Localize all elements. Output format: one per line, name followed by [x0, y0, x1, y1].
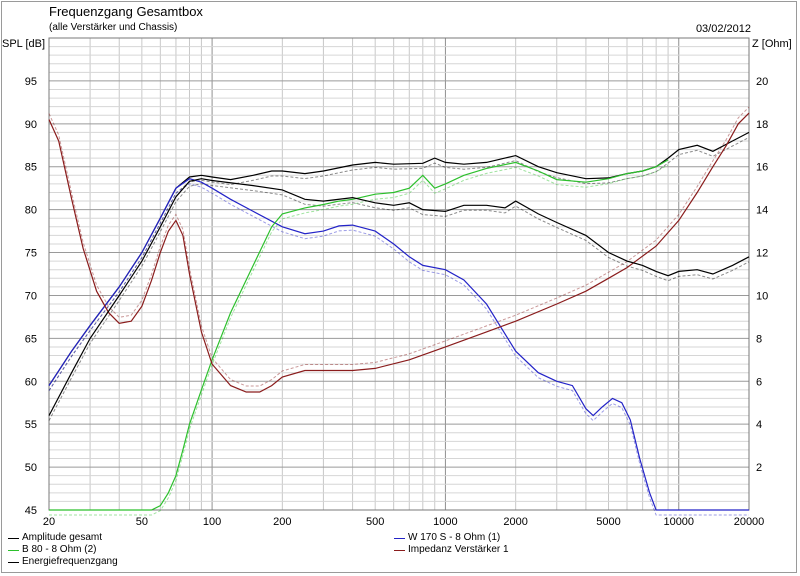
- x-tick-label: 20: [43, 516, 55, 528]
- legend-item-w170: W 170 S - 8 Ohm (1): [394, 532, 509, 544]
- y-tick-label: 70: [25, 290, 37, 302]
- chart-date: 03/02/2012: [695, 23, 751, 35]
- x-tick-label: 200: [273, 516, 291, 528]
- y-tick-label: 55: [25, 419, 37, 431]
- legend-label-amplitude: Amplitude gesamt: [22, 532, 103, 543]
- y-tick-label: 90: [25, 119, 37, 131]
- y-tick-label: 80: [25, 205, 37, 217]
- y-tick-label: 65: [25, 333, 37, 345]
- legend-right: W 170 S - 8 Ohm (1) Impedanz Verstärker …: [394, 532, 509, 556]
- legend-swatch-energie: [8, 562, 19, 563]
- legend-swatch-w170: [394, 538, 405, 539]
- plot-area: [49, 38, 749, 510]
- series-line-b80: [49, 159, 669, 511]
- x-tick-label: 50: [136, 516, 148, 528]
- y2-tick-label: 12: [756, 248, 768, 260]
- x-tick-label: 10000: [663, 516, 694, 528]
- x-tick-label: 5000: [596, 516, 620, 528]
- y2-tick-label: 18: [756, 119, 768, 131]
- legend-item-amplitude: Amplitude gesamt: [8, 532, 118, 544]
- y-axis-label-left: SPL [dB]: [2, 38, 46, 50]
- legend-item-energie: Energiefrequenzgang: [8, 556, 118, 568]
- series-line-impedanz: [48, 112, 750, 393]
- y2-tick-label: 10: [756, 290, 768, 302]
- legend-item-impedanz: Impedanz Verstärker 1: [394, 544, 509, 556]
- x-tick-label: 20000: [734, 516, 765, 528]
- y-tick-label: 85: [25, 162, 37, 174]
- y-tick-label: 45: [25, 505, 37, 517]
- series-line-b80-dashed: [49, 164, 669, 516]
- chart-title: Frequenzgang Gesamtbox: [49, 4, 203, 19]
- legend-item-b80: B 80 - 8 Ohm (2): [8, 544, 118, 556]
- x-tick-label: 100: [203, 516, 221, 528]
- legend-left: Amplitude gesamt B 80 - 8 Ohm (2) Energi…: [8, 532, 118, 568]
- plot-border: [48, 37, 750, 511]
- series-line-energiefrequenzgang-dashed: [48, 183, 750, 421]
- y2-tick-label: 14: [756, 205, 768, 217]
- y2-tick-label: 2: [756, 462, 762, 474]
- y2-tick-label: 4: [756, 419, 762, 431]
- legend-label-impedanz: Impedanz Verstärker 1: [408, 544, 509, 555]
- legend-swatch-amplitude: [8, 538, 19, 539]
- legend-swatch-impedanz: [394, 550, 405, 551]
- series-line-w170s-dashed: [48, 183, 749, 516]
- legend-label-w170: W 170 S - 8 Ohm (1): [408, 532, 501, 543]
- legend-label-energie: Energiefrequenzgang: [22, 556, 118, 567]
- legend-swatch-b80: [8, 550, 19, 551]
- y-tick-label: 75: [25, 248, 37, 260]
- series-line-w170s: [48, 178, 749, 511]
- chart-subtitle: (alle Verstärker und Chassis): [49, 22, 178, 33]
- y2-tick-label: 16: [756, 162, 768, 174]
- y-tick-label: 95: [25, 76, 37, 88]
- y-tick-label: 50: [25, 462, 37, 474]
- y2-tick-label: 6: [756, 376, 762, 388]
- series-line-impedanz-dashed: [48, 106, 750, 387]
- x-tick-label: 1000: [433, 516, 457, 528]
- y-axis-label-right: Z [Ohm]: [752, 38, 792, 50]
- series-line-energiefrequenzgang: [48, 178, 750, 416]
- x-tick-label: 500: [366, 516, 384, 528]
- x-tick-label: 2000: [503, 516, 527, 528]
- y2-tick-label: 20: [756, 76, 768, 88]
- y2-tick-label: 8: [756, 333, 762, 345]
- legend-label-b80: B 80 - 8 Ohm (2): [22, 544, 97, 555]
- y-tick-label: 60: [25, 376, 37, 388]
- series-line-amplitude-gesamt-dashed: [48, 136, 750, 391]
